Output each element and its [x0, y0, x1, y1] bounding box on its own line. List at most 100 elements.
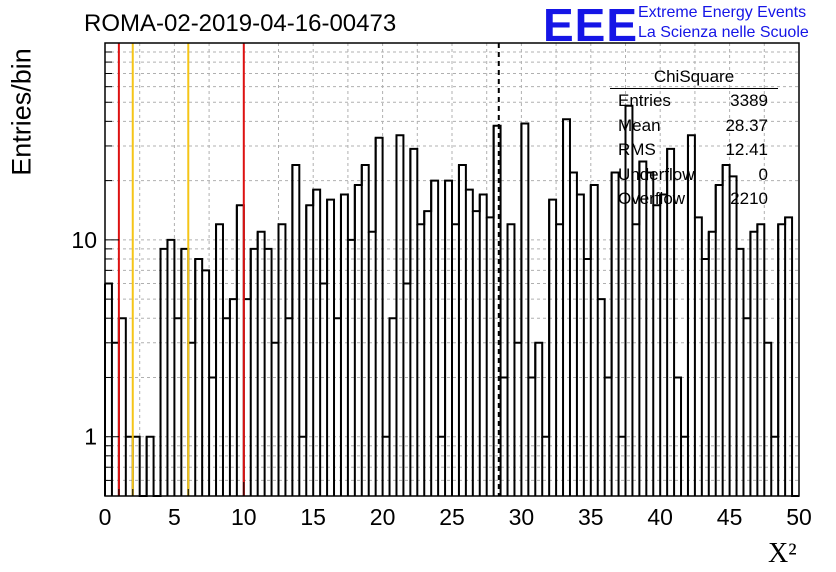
histogram-bin: [105, 284, 112, 496]
histogram-bin: [452, 224, 459, 496]
histogram-bin: [778, 224, 785, 496]
stats-row-underflow: Underflow 0: [610, 163, 778, 188]
histogram-bin: [570, 172, 577, 496]
histogram-bin: [473, 211, 480, 496]
histogram-bin: [591, 185, 598, 496]
histogram-bin: [639, 162, 646, 496]
x-tick-label: 20: [370, 504, 396, 530]
histogram-bin: [556, 224, 563, 496]
histogram-bin: [438, 437, 445, 496]
histogram-bin: [702, 259, 709, 496]
histogram-bin: [237, 205, 244, 496]
histogram-outline: [104, 104, 799, 497]
histogram-bin: [223, 318, 230, 496]
stat-key: Mean: [618, 115, 661, 135]
histogram-bin: [334, 318, 341, 496]
y-tick-label: 10: [71, 227, 97, 253]
eee-tagline-1: Extreme Energy Events: [638, 4, 807, 21]
histogram-bin: [764, 343, 771, 496]
histogram-bin: [209, 377, 216, 496]
histogram-bin: [362, 165, 369, 496]
histogram-bin: [133, 437, 140, 496]
histogram-bin: [771, 437, 778, 496]
histogram-bin: [292, 165, 299, 496]
stat-key: RMS: [618, 140, 656, 159]
axis-ticks: 0 5 10 15 20 25 30 35 40 45 50 1 10: [71, 51, 812, 530]
histogram-bin: [188, 343, 195, 496]
reference-lines: [117, 43, 500, 496]
histogram-bin: [320, 284, 327, 496]
histogram-bin: [695, 217, 702, 496]
histogram-bin: [181, 249, 188, 496]
histogram-bin: [750, 232, 757, 496]
histogram-bin: [403, 284, 410, 496]
histogram-bin: [396, 135, 403, 496]
histogram-bin: [577, 195, 584, 496]
histogram-bin: [376, 138, 383, 496]
histogram-bin: [265, 249, 272, 496]
histogram-bin: [112, 343, 119, 496]
histogram-bin: [251, 249, 258, 496]
histogram-bin: [348, 240, 355, 496]
histogram-bin: [383, 437, 390, 496]
stat-value: 3389: [730, 91, 768, 110]
histogram-bin: [542, 437, 549, 496]
histogram-bin: [508, 224, 515, 496]
x-tick-label: 5: [168, 504, 181, 530]
histogram-bin: [674, 377, 681, 496]
histogram-bin: [730, 176, 737, 496]
histogram-bin: [716, 185, 723, 496]
histogram-bin: [147, 437, 154, 496]
histogram-bin: [410, 149, 417, 496]
histogram-bin: [743, 318, 750, 496]
stats-row-mean: Mean 28.37: [610, 114, 778, 139]
histogram-bin: [681, 437, 688, 496]
histogram-bin: [757, 224, 764, 496]
histogram-bin: [126, 437, 133, 496]
x-axis-label: X²: [768, 538, 797, 569]
histogram-bin: [174, 318, 181, 496]
histogram-bin: [341, 195, 348, 496]
histogram-bin: [785, 217, 792, 496]
x-tick-label: 45: [717, 504, 743, 530]
histogram-bin: [417, 224, 424, 496]
stat-key: Entries: [618, 91, 671, 110]
stat-value: 28.37: [725, 115, 768, 135]
histogram-bin: [445, 181, 452, 496]
stat-value: 2210: [730, 189, 768, 208]
histogram-bin: [598, 299, 605, 496]
stats-box: ChiSquare Entries 3389 Mean 28.37 RMS 12…: [610, 66, 778, 212]
stats-row-overflow: Overflow 2210: [610, 187, 778, 212]
histogram-bin: [528, 377, 535, 496]
x-tick-label: 50: [786, 504, 812, 530]
x-tick-label: 10: [231, 504, 257, 530]
histogram-bin: [369, 232, 376, 496]
histogram-bin: [487, 217, 494, 496]
stat-value: 0: [758, 164, 768, 184]
histogram-bin: [563, 119, 570, 496]
histogram-bin: [584, 259, 591, 496]
eee-tagline-2: La Scienza nelle Scuole: [638, 24, 809, 41]
eee-logo: EEE: [543, 0, 639, 51]
histogram-bin: [202, 270, 209, 496]
histogram-bin: [660, 195, 667, 496]
histogram-bin: [514, 343, 521, 496]
histogram-bin: [285, 318, 292, 496]
histogram-bin: [258, 232, 265, 496]
histogram-bin: [549, 200, 556, 496]
x-tick-label: 15: [300, 504, 326, 530]
histogram-bin: [327, 200, 334, 496]
histogram-bin: [390, 318, 397, 496]
histogram-bin: [737, 249, 744, 496]
histogram-bin: [119, 318, 126, 496]
histogram-bin: [646, 172, 653, 496]
histogram-bin: [605, 377, 612, 496]
stats-row-entries: Entries 3389: [610, 89, 778, 114]
histogram-bin: [709, 232, 716, 496]
histogram-bin: [167, 240, 174, 496]
histogram-bin: [632, 224, 639, 496]
histogram-bin: [653, 205, 660, 496]
histogram-bin: [195, 259, 202, 496]
histogram-bin: [723, 165, 730, 496]
